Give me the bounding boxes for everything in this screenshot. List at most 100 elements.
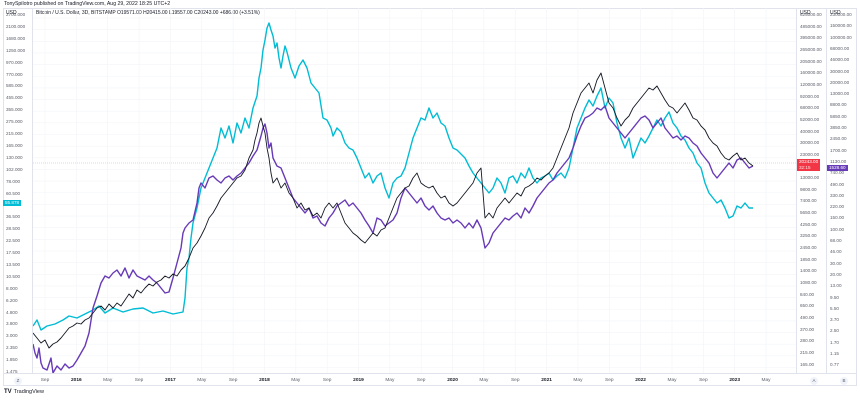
axis-tick-label: 13000.00 [830,91,850,97]
time-axis-label: May [291,378,301,383]
axis-tick-label: 20000.00 [830,79,850,85]
axis-tick-label: 2.50 [830,328,839,334]
chart-plot-area[interactable]: Bitcoin / U.S. Dollar, 3D, BITSTAMP O195… [33,8,796,373]
axis-tick-label: 2100.000 [6,23,26,29]
axis-tick-label: 4.800 [6,309,18,315]
price-axis-b[interactable]: USD 230000.00 150000.00 100000.00 68000.00 4… [826,8,857,373]
axis-tick-label: 265000.00 [800,46,822,52]
time-axis-label: Sep [510,378,520,383]
axis-tick-label: 1.15 [830,351,839,356]
time-axis-label: May [667,378,677,383]
axis-b-unit: USD [830,10,841,16]
axis-tick-label: 30.00 [830,260,842,266]
axis-tick-label: 20.00 [830,271,842,277]
time-axis-label: Sep [322,378,332,383]
axis-tick-label: 970.000 [6,59,23,65]
axis-tick-label: 28.500 [6,226,21,232]
axis-tick-label: 23000.00 [800,151,820,157]
axis-tick-label: 165.000 [6,142,23,148]
axis-tick-label: 490.00 [830,181,845,187]
axis-tick-label: 13.500 [6,261,21,267]
axis-tick-label: 330.00 [830,192,845,198]
axis-tick-label: 2450.00 [830,136,847,142]
tradingview-brand[interactable]: TV TradingView [4,389,44,395]
axis-tick-label: 7400.00 [800,198,817,204]
axis-tick-label: 1080.00 [800,279,817,285]
axis-tick-label: 102.000 [6,166,23,172]
time-axis-label: 2020 [447,378,458,383]
btc-last-price: 20243.00 [799,159,819,164]
axis-tick-label: 490.00 [800,314,815,320]
axis-tick-label: 40000.00 [800,128,820,134]
axis-tick-label: 150000.00 [830,23,852,29]
time-axis-label: May [573,378,583,383]
auto-scale-button-a[interactable]: A [810,377,818,385]
time-axis-label: 2019 [353,378,364,383]
btc-last-price-tag: 20243.00 32:15 [797,159,821,171]
axis-tick-label: 17.500 [6,250,21,255]
chart-lines [33,8,796,373]
axis-tick-label: 30000.00 [800,140,820,146]
auto-scale-button-b[interactable]: B [840,377,848,385]
time-axis-label: Sep [699,378,708,383]
time-axis-label: 2023 [729,378,741,383]
axis-tick-label: 2700.000 [6,12,26,17]
cyan-last-value-tag: 55.878 [3,200,22,206]
axis-tick-label: 13.00 [830,283,842,289]
axis-tick-label: 3.800 [6,321,18,327]
axis-tick-label: 5650.00 [800,210,817,216]
axis-tick-label: 100.00 [830,226,845,232]
cyan-series-line [33,22,753,331]
axis-tick-label: 230000.00 [830,12,852,17]
time-axis-label: 2022 [635,378,646,383]
axis-tick-label: 46000.00 [830,57,850,63]
axis-tick-label: 395000.00 [800,35,822,41]
axis-tick-label: 0.77 [830,362,839,368]
time-axis-label: 2018 [259,378,270,383]
axis-tick-label: 68000.00 [800,105,820,111]
axis-tick-label: 3.70 [830,317,839,323]
axis-tick-label: 215.00 [800,349,815,355]
axis-tick-label: 160000.00 [800,70,822,76]
brand-name: TradingView [13,389,44,395]
time-axis-label: 2016 [71,378,82,383]
axis-tick-label: 120000.00 [800,81,822,87]
time-axis-label: 2017 [165,378,176,383]
axis-tick-label: 370.00 [800,326,815,332]
axis-tick-label: 1680.000 [6,35,26,41]
left-price-axis[interactable]: USD 2700.000 2100.000 1680.000 1250.000 970.… [3,8,33,374]
purple-last-value-tag: 1528.60 [827,165,848,171]
axis-tick-label: 3850.00 [830,125,847,130]
auto-scale-button-z[interactable]: Z [14,377,22,385]
axis-tick-label: 60.500 [6,190,21,196]
time-axis-label: Sep [416,378,426,383]
axis-tick-label: 2450.00 [800,245,817,250]
axis-tick-label: 5.50 [830,305,839,311]
axis-tick-label: 22.500 [6,238,21,244]
axis-tick-label: 130.000 [6,154,23,160]
axis-tick-label: 585.000 [6,83,23,89]
axis-tick-label: 215.000 [6,131,23,136]
time-axis-label: Sep [228,378,238,383]
price-axis-a[interactable]: USD 625000.00 485000.00 395000.00 265000.00… [796,8,826,373]
time-axis[interactable]: Z Sep 2016 May Sep 2017 May Sep 2018 May Sep 2019 M… [3,373,857,386]
axis-tick-label: 9800.00 [800,186,817,192]
time-axis-label: May [479,378,489,383]
axis-tick-label: 165.00 [800,361,815,367]
axis-tick-label: 625000.00 [800,12,822,17]
axis-a-unit: USD [800,10,811,16]
axis-tick-label: 3250.00 [800,233,817,239]
symbol-legend: Bitcoin / U.S. Dollar, 3D, BITSTAMP O195… [36,10,260,16]
axis-tick-label: 9.50 [830,294,839,300]
purple-series-line [33,105,754,373]
publisher-line: TonySpilotro published on TradingView.co… [4,1,171,7]
axis-tick-label: 8800.00 [830,102,847,108]
axis-tick-label: 30000.00 [830,68,850,74]
axis-tick-label: 78.000 [6,178,21,184]
axis-tick-label: 92000.00 [800,93,820,99]
bar-countdown: 32:15 [799,165,811,170]
axis-tick-label: 485000.00 [800,23,822,29]
axis-tick-label: 1250.000 [6,47,26,53]
axis-tick-label: 68000.00 [830,45,850,51]
axis-tick-label: 13000.00 [800,175,820,181]
